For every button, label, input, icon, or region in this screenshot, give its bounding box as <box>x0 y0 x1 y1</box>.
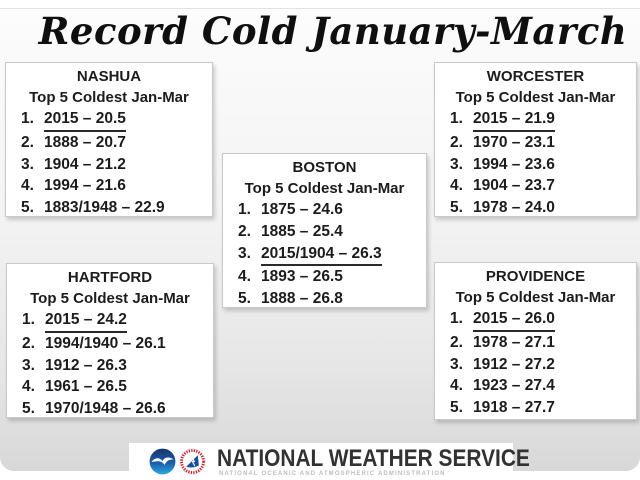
record-value: 1918 – 27.7 <box>473 399 555 417</box>
record-value: 1893 – 26.5 <box>261 268 343 286</box>
nws-branding-bar: NATIONAL WEATHER SERVICE NATIONAL OCEANI… <box>129 443 530 480</box>
record-row: 5. 1888 – 26.8 <box>223 288 426 310</box>
rank-label: 5. <box>450 399 463 417</box>
record-value: 1994 – 21.6 <box>44 177 126 195</box>
record-value: 1888 – 26.8 <box>261 290 343 308</box>
record-row: 4. 1994 – 21.6 <box>6 175 212 197</box>
record-row: 5. 1970/1948 – 26.6 <box>7 398 213 420</box>
record-row: 5. 1918 – 27.7 <box>435 397 636 419</box>
record-value: 2015 – 21.9 <box>473 108 555 132</box>
slide-title: Record Cold January-March <box>38 9 628 53</box>
rank-label: 4. <box>450 377 463 395</box>
agency-logos <box>149 448 206 475</box>
rank-label: 4. <box>21 177 34 195</box>
record-value: 1994 – 23.6 <box>473 155 555 173</box>
rank-label: 2. <box>238 222 251 240</box>
box-subtitle: Top 5 Coldest Jan-Mar <box>455 89 616 106</box>
city-title: NASHUA <box>76 68 142 85</box>
record-row: 4. 1961 – 26.5 <box>7 376 213 398</box>
rank-label: 1. <box>21 110 34 127</box>
record-row: 5. 1978 – 24.0 <box>435 197 636 219</box>
record-row: 1. 2015 – 21.9 <box>435 108 636 132</box>
record-value: 2015 – 26.0 <box>473 308 555 332</box>
rank-label: 4. <box>22 378 35 396</box>
rank-label: 3. <box>238 244 251 262</box>
city-box-boston: BOSTON Top 5 Coldest Jan-Mar 1. 1875 – 2… <box>222 153 427 308</box>
box-subtitle: Top 5 Coldest Jan-Mar <box>244 180 405 197</box>
rank-label: 1. <box>238 201 251 218</box>
rank-label: 1. <box>450 310 463 327</box>
city-title: BOSTON <box>292 159 357 176</box>
record-value: 1923 – 27.4 <box>473 377 555 395</box>
box-subtitle: Top 5 Coldest Jan-Mar <box>455 289 616 306</box>
rank-label: 3. <box>450 155 463 173</box>
record-value: 1961 – 26.5 <box>45 378 127 396</box>
record-value: 1904 – 23.7 <box>473 177 555 195</box>
record-row: 1. 2015 – 26.0 <box>435 308 636 332</box>
record-row: 3. 1994 – 23.6 <box>435 154 636 176</box>
record-value: 2015 – 24.2 <box>45 309 127 333</box>
city-title: HARTFORD <box>67 269 153 286</box>
rank-label: 2. <box>22 334 35 352</box>
record-row: 1. 1875 – 24.6 <box>223 199 426 221</box>
rank-label: 5. <box>450 199 463 217</box>
city-box-worcester: WORCESTER Top 5 Coldest Jan-Mar 1. 2015 … <box>434 62 637 217</box>
record-row: 2. 1885 – 25.4 <box>223 221 426 243</box>
record-value: 1978 – 27.1 <box>473 333 555 351</box>
record-row: 3. 1904 – 21.2 <box>6 154 212 176</box>
rank-label: 5. <box>22 400 35 418</box>
record-row: 2. 1994/1940 – 26.1 <box>7 333 213 355</box>
rank-label: 4. <box>450 177 463 195</box>
record-row: 5. 1883/1948 – 22.9 <box>6 197 212 219</box>
nws-wordmark: NATIONAL WEATHER SERVICE <box>217 445 530 472</box>
record-value: 1885 – 25.4 <box>261 222 343 240</box>
record-row: 3. 2015/1904 – 26.3 <box>223 243 426 267</box>
record-value: 1970/1948 – 26.6 <box>45 400 166 418</box>
record-row: 1. 2015 – 24.2 <box>7 309 213 333</box>
record-row: 1. 2015 – 20.5 <box>6 108 212 132</box>
box-subtitle: Top 5 Coldest Jan-Mar <box>30 290 190 307</box>
record-value: 2015 – 20.5 <box>44 108 126 132</box>
rank-label: 3. <box>21 155 34 173</box>
noaa-tagline: NATIONAL OCEANIC AND ATMOSPHERIC ADMINIS… <box>219 471 446 477</box>
record-value: 1904 – 21.2 <box>44 155 126 173</box>
record-value: 1875 – 24.6 <box>261 201 343 218</box>
rank-label: 1. <box>22 311 35 328</box>
record-row: 4. 1904 – 23.7 <box>435 175 636 197</box>
record-value: 1912 – 27.2 <box>473 355 555 373</box>
record-value: 1883/1948 – 22.9 <box>44 199 165 217</box>
rank-label: 5. <box>21 199 34 217</box>
record-value: 1978 – 24.0 <box>473 199 555 217</box>
rank-label: 5. <box>238 290 251 308</box>
record-row: 4. 1923 – 27.4 <box>435 375 636 397</box>
city-box-nashua: NASHUA Top 5 Coldest Jan-Mar 1. 2015 – 2… <box>5 62 213 217</box>
record-value: 1970 – 23.1 <box>473 133 555 151</box>
box-subtitle: Top 5 Coldest Jan-Mar <box>29 89 189 106</box>
city-title: WORCESTER <box>486 68 585 85</box>
nws-logo-icon <box>179 448 206 475</box>
record-row: 3. 1912 – 26.3 <box>7 355 213 377</box>
record-row: 2. 1888 – 20.7 <box>6 132 212 154</box>
rank-label: 3. <box>450 355 463 373</box>
city-box-providence: PROVIDENCE Top 5 Coldest Jan-Mar 1. 2015… <box>434 262 637 420</box>
record-row: 2. 1978 – 27.1 <box>435 332 636 354</box>
record-row: 4. 1893 – 26.5 <box>223 266 426 288</box>
city-box-hartford: HARTFORD Top 5 Coldest Jan-Mar 1. 2015 –… <box>6 263 214 418</box>
rank-label: 2. <box>450 333 463 351</box>
record-value: 2015/1904 – 26.3 <box>261 243 382 267</box>
city-title: PROVIDENCE <box>485 268 586 285</box>
record-row: 2. 1970 – 23.1 <box>435 132 636 154</box>
noaa-logo-icon <box>149 448 176 475</box>
record-value: 1912 – 26.3 <box>45 356 127 374</box>
record-value: 1888 – 20.7 <box>44 133 126 151</box>
record-row: 3. 1912 – 27.2 <box>435 354 636 376</box>
record-value: 1994/1940 – 26.1 <box>45 334 166 352</box>
rank-label: 2. <box>21 133 34 151</box>
rank-label: 2. <box>450 133 463 151</box>
rank-label: 1. <box>450 110 463 127</box>
rank-label: 3. <box>22 356 35 374</box>
rank-label: 4. <box>238 268 251 286</box>
